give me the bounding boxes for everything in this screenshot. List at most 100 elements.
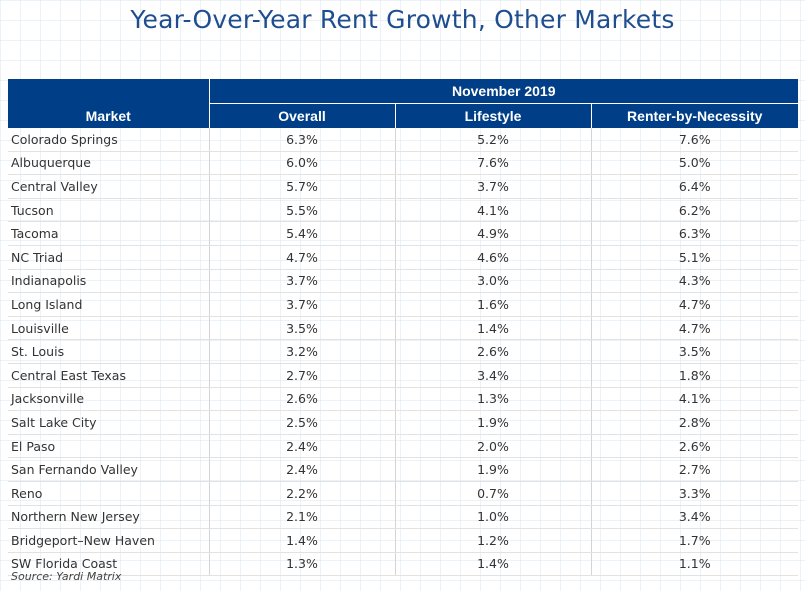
overall-cell: 2.4%: [208, 457, 395, 482]
market-cell: Indianapolis: [8, 269, 209, 294]
rbn-cell: 4.3%: [590, 269, 798, 294]
overall-cell: 2.1%: [208, 505, 395, 530]
table-row: Louisville 3.5% 1.4% 4.7%: [8, 316, 798, 341]
overall-cell: 2.6%: [208, 387, 395, 412]
lifestyle-cell: 3.4%: [394, 363, 591, 388]
chart-title: Year-Over-Year Rent Growth, Other Market…: [130, 5, 675, 34]
rbn-cell: 3.4%: [590, 505, 798, 530]
overall-cell: 5.5%: [208, 198, 395, 223]
market-cell: Salt Lake City: [8, 410, 209, 435]
overall-cell: 2.4%: [208, 434, 395, 459]
overall-cell: 3.2%: [208, 339, 395, 364]
rbn-cell: 3.3%: [590, 481, 798, 506]
column-header-renter-by-necessity: Renter-by-Necessity: [590, 103, 798, 128]
market-cell: Tucson: [8, 198, 209, 223]
market-cell: Bridgeport–New Haven: [8, 528, 209, 553]
overall-cell: 1.3%: [208, 552, 395, 577]
table-row: Reno 2.2% 0.7% 3.3%: [8, 481, 798, 506]
lifestyle-cell: 1.4%: [394, 316, 591, 341]
rbn-cell: 5.0%: [590, 151, 798, 176]
overall-cell: 2.5%: [208, 410, 395, 435]
table-row: Central East Texas 2.7% 3.4% 1.8%: [8, 363, 798, 388]
market-cell: NC Triad: [8, 245, 209, 270]
market-cell: San Fernando Valley: [8, 457, 209, 482]
market-cell: Northern New Jersey: [8, 505, 209, 530]
lifestyle-cell: 1.9%: [394, 457, 591, 482]
source-note: Source: Yardi Matrix: [11, 570, 122, 583]
rbn-cell: 6.4%: [590, 174, 798, 199]
table-row: Tucson 5.5% 4.1% 6.2%: [8, 198, 798, 223]
market-cell: Long Island: [8, 292, 209, 317]
lifestyle-cell: 1.2%: [394, 528, 591, 553]
market-cell: Louisville: [8, 316, 209, 341]
table-row: Albuquerque 6.0% 7.6% 5.0%: [8, 151, 798, 176]
group-header: November 2019: [208, 79, 798, 104]
lifestyle-cell: 5.2%: [394, 128, 591, 152]
header-blank: [8, 79, 209, 104]
lifestyle-cell: 4.1%: [394, 198, 591, 223]
table-row: Colorado Springs 6.3% 5.2% 7.6%: [8, 128, 798, 152]
table-row: NC Triad 4.7% 4.6% 5.1%: [8, 245, 798, 270]
market-cell: Jacksonville: [8, 387, 209, 412]
lifestyle-cell: 3.0%: [394, 269, 591, 294]
rbn-cell: 3.5%: [590, 339, 798, 364]
column-header-market: Market: [8, 103, 209, 128]
market-cell: SW Florida Coast: [8, 552, 209, 577]
table-body: Colorado Springs 6.3% 5.2% 7.6% Albuquerque 6…: [8, 128, 798, 577]
overall-cell: 3.7%: [208, 269, 395, 294]
lifestyle-cell: 3.7%: [394, 174, 591, 199]
lifestyle-cell: 1.6%: [394, 292, 591, 317]
table-row: Jacksonville 2.6% 1.3% 4.1%: [8, 387, 798, 412]
column-header-lifestyle: Lifestyle: [394, 103, 591, 128]
table-row: Salt Lake City 2.5% 1.9% 2.8%: [8, 410, 798, 435]
table-row: Central Valley 5.7% 3.7% 6.4%: [8, 174, 798, 199]
market-cell: Reno: [8, 481, 209, 506]
lifestyle-cell: 1.0%: [394, 505, 591, 530]
column-header-overall: Overall: [208, 103, 395, 128]
market-cell: Central East Texas: [8, 363, 209, 388]
market-cell: St. Louis: [8, 339, 209, 364]
overall-cell: 2.2%: [208, 481, 395, 506]
table-row: San Fernando Valley 2.4% 1.9% 2.7%: [8, 457, 798, 482]
table-row: Tacoma 5.4% 4.9% 6.3%: [8, 221, 798, 246]
market-cell: Albuquerque: [8, 151, 209, 176]
lifestyle-cell: 4.6%: [394, 245, 591, 270]
rbn-cell: 1.7%: [590, 528, 798, 553]
rbn-cell: 6.2%: [590, 198, 798, 223]
rbn-cell: 2.7%: [590, 457, 798, 482]
table-row: SW Florida Coast 1.3% 1.4% 1.1%: [8, 552, 798, 577]
rbn-cell: 4.7%: [590, 292, 798, 317]
rbn-cell: 2.8%: [590, 410, 798, 435]
market-cell: El Paso: [8, 434, 209, 459]
lifestyle-cell: 4.9%: [394, 221, 591, 246]
lifestyle-cell: 2.0%: [394, 434, 591, 459]
lifestyle-cell: 7.6%: [394, 151, 591, 176]
rbn-cell: 4.1%: [590, 387, 798, 412]
lifestyle-cell: 1.9%: [394, 410, 591, 435]
rbn-cell: 1.8%: [590, 363, 798, 388]
table-row: Northern New Jersey 2.1% 1.0% 3.4%: [8, 505, 798, 530]
rbn-cell: 4.7%: [590, 316, 798, 341]
overall-cell: 3.5%: [208, 316, 395, 341]
market-cell: Colorado Springs: [8, 128, 209, 152]
overall-cell: 6.3%: [208, 128, 395, 152]
overall-cell: 2.7%: [208, 363, 395, 388]
table-row: Bridgeport–New Haven 1.4% 1.2% 1.7%: [8, 528, 798, 553]
rent-growth-table: November 2019 Market Overall Lifestyle R…: [8, 79, 798, 577]
table-row: Long Island 3.7% 1.6% 4.7%: [8, 292, 798, 317]
rbn-cell: 2.6%: [590, 434, 798, 459]
rbn-cell: 1.1%: [590, 552, 798, 577]
overall-cell: 4.7%: [208, 245, 395, 270]
overall-cell: 5.7%: [208, 174, 395, 199]
overall-cell: 6.0%: [208, 151, 395, 176]
overall-cell: 3.7%: [208, 292, 395, 317]
market-cell: Tacoma: [8, 221, 209, 246]
rbn-cell: 6.3%: [590, 221, 798, 246]
lifestyle-cell: 1.4%: [394, 552, 591, 577]
lifestyle-cell: 0.7%: [394, 481, 591, 506]
overall-cell: 5.4%: [208, 221, 395, 246]
rbn-cell: 5.1%: [590, 245, 798, 270]
table-row: St. Louis 3.2% 2.6% 3.5%: [8, 339, 798, 364]
table-row: Indianapolis 3.7% 3.0% 4.3%: [8, 269, 798, 294]
table-row: El Paso 2.4% 2.0% 2.6%: [8, 434, 798, 459]
